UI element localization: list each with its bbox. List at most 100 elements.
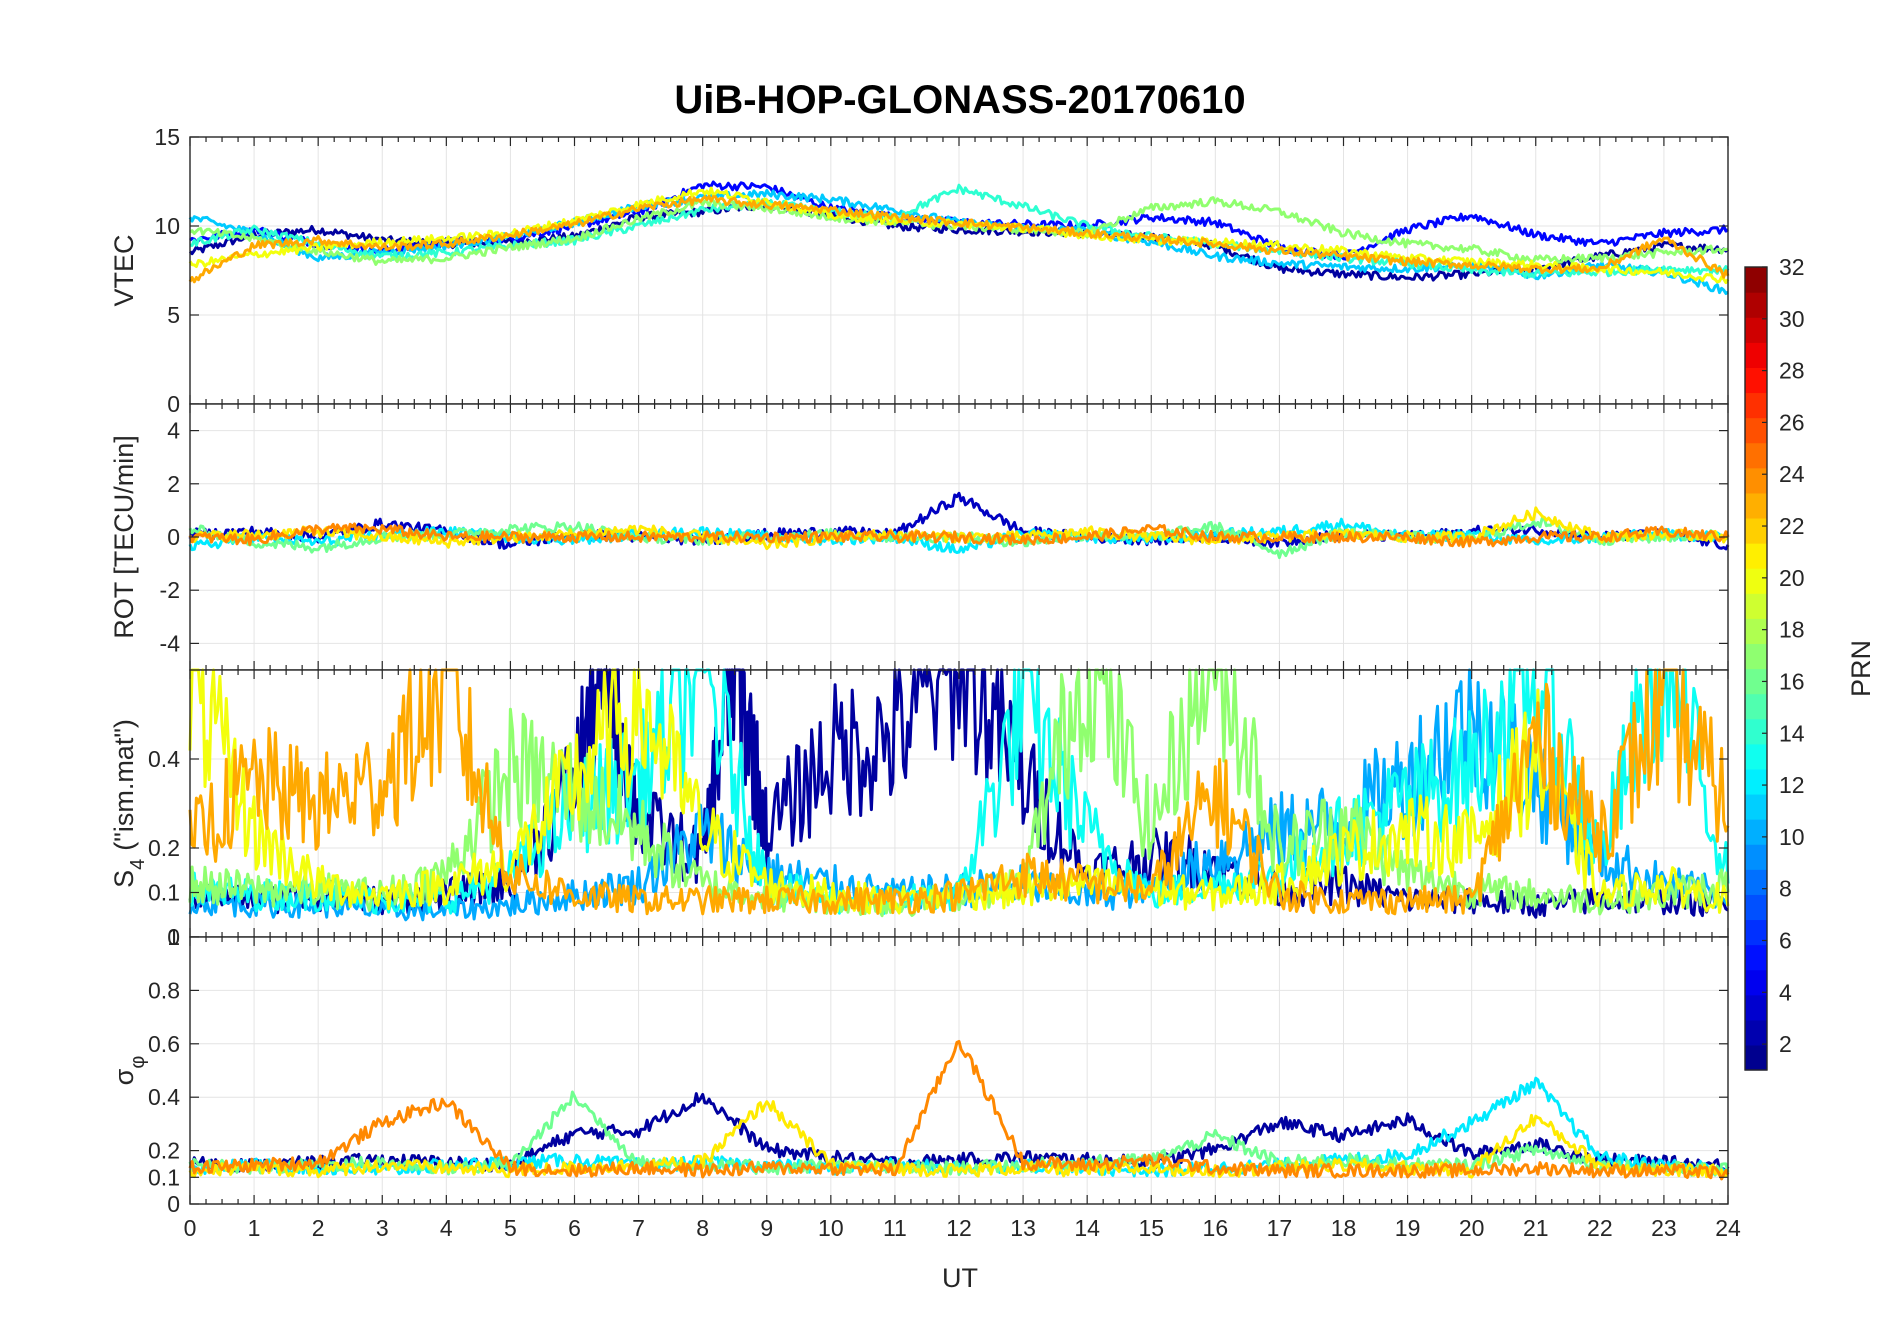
- colorbar-band: [1745, 467, 1767, 494]
- series-line-prn-17: [188, 668, 1730, 918]
- x-tick-label: 4: [440, 1215, 453, 1241]
- y-axis-label: ROT [TECU/min]: [109, 435, 139, 639]
- series-line-prn-23: [188, 194, 1730, 284]
- y-tick-label: 10: [154, 213, 180, 239]
- y-tick-label: 0.2: [148, 1138, 180, 1164]
- x-tick-label: 11: [883, 1215, 907, 1241]
- colorbar-tick-label: 4: [1779, 979, 1792, 1005]
- y-tick-label: 1: [167, 924, 180, 950]
- chart-title: UiB-HOP-GLONASS-20170610: [674, 78, 1245, 122]
- series-line-prn-13: [189, 668, 1730, 915]
- x-tick-label: 18: [1331, 1215, 1357, 1241]
- x-tick-label: 9: [760, 1215, 773, 1241]
- y-tick-label: 15: [154, 124, 180, 150]
- colorbar-band: [1745, 342, 1767, 368]
- colorbar-band: [1745, 844, 1767, 870]
- colorbar-band: [1745, 894, 1767, 921]
- y-axis-label-sub: φ: [127, 1056, 149, 1069]
- colorbar-band: [1745, 1019, 1767, 1046]
- y-axis-label-main: σ: [109, 1068, 139, 1085]
- y-tick-label: 0.1: [148, 1164, 180, 1190]
- axis-ticks: [189, 670, 1729, 938]
- series-group: [188, 491, 1730, 560]
- series-line-prn-24: [188, 1039, 1730, 1181]
- colorbar-band: [1745, 618, 1767, 645]
- x-tick-label: 5: [504, 1215, 517, 1241]
- colorbar-tick-label: 12: [1779, 772, 1805, 798]
- colorbar-band: [1745, 367, 1767, 394]
- s4-panel: 0 0.1 0.2 0.4 S4 ("ism.mat"): [109, 668, 1730, 950]
- colorbar-band: [1745, 593, 1767, 619]
- rot-panel: -4 -2 0 2 4 ROT [TECU/min]: [109, 403, 1730, 671]
- colorbar-band: [1745, 793, 1767, 820]
- colorbar-frame: [1744, 266, 1768, 1071]
- x-tick-label: 19: [1395, 1215, 1421, 1241]
- y-tick-label: 0.8: [148, 977, 180, 1003]
- series-line-prn-20: [188, 668, 1730, 915]
- colorbar-band: [1745, 317, 1767, 343]
- colorbar-band: [1745, 693, 1767, 720]
- x-tick-label: 17: [1267, 1215, 1293, 1241]
- colorbar-band: [1745, 392, 1767, 419]
- y-axis-label-rest: ("ism.mat"): [109, 719, 139, 851]
- y-axis-label-main: S: [109, 870, 139, 888]
- x-tick-label: 15: [1138, 1215, 1164, 1241]
- colorbar-band: [1745, 944, 1767, 971]
- x-tick-label: 20: [1459, 1215, 1485, 1241]
- y-axis-label: VTEC: [109, 234, 139, 306]
- colorbar-band: [1745, 819, 1767, 845]
- series-line-prn-21: [188, 1100, 1730, 1179]
- x-tick-label: 1: [248, 1215, 261, 1241]
- colorbar-band: [1745, 668, 1767, 695]
- colorbar-band: [1745, 1044, 1767, 1071]
- colorbar-band: [1745, 517, 1767, 544]
- x-tick-label: 0: [184, 1215, 197, 1241]
- colorbar-tick-label: 28: [1779, 358, 1805, 384]
- colorbar-band: [1745, 417, 1767, 444]
- y-tick-label: 5: [167, 302, 180, 328]
- y-tick-label: -4: [160, 630, 181, 656]
- colorbar-tick-label: 26: [1779, 409, 1805, 435]
- y-tick-label: -2: [160, 577, 180, 603]
- y-tick-label: 0.1: [148, 880, 180, 906]
- colorbar-tick-label: 30: [1779, 306, 1805, 332]
- colorbar-band: [1745, 568, 1767, 594]
- x-tick-label: 8: [696, 1215, 709, 1241]
- colorbar-tick-label: 20: [1779, 565, 1805, 591]
- colorbar-band: [1745, 267, 1767, 293]
- colorbar-label: PRN: [1846, 640, 1876, 697]
- series-line-prn-24: [188, 522, 1730, 549]
- y-tick-label: 0: [167, 1191, 180, 1217]
- colorbar-tick-label: 10: [1779, 824, 1805, 850]
- series-line-prn-20: [188, 186, 1730, 285]
- colorbar-band: [1745, 994, 1767, 1021]
- y-tick-label: 0: [167, 524, 180, 550]
- axis-ticks: [189, 136, 1729, 405]
- x-tick-label: 16: [1203, 1215, 1229, 1241]
- y-tick-label: 2: [167, 471, 180, 497]
- colorbar-tick-label: 6: [1779, 927, 1792, 953]
- colorbar-band: [1745, 643, 1767, 670]
- colorbar-band: [1745, 969, 1767, 996]
- x-tick-label: 12: [946, 1215, 972, 1241]
- colorbar-tick-label: 8: [1779, 876, 1792, 902]
- series-line-prn-14: [189, 183, 1730, 279]
- colorbar-tick-label: 22: [1779, 513, 1805, 539]
- colorbar-band: [1745, 768, 1767, 795]
- series-line-prn-3: [188, 491, 1730, 551]
- colorbar-band: [1745, 543, 1767, 569]
- series-group: [188, 180, 1730, 295]
- colorbar-band: [1745, 743, 1767, 770]
- series-line-prn-16: [188, 1090, 1730, 1177]
- colorbar-tick-label: 32: [1779, 254, 1805, 280]
- x-axis-label: UT: [942, 1263, 978, 1293]
- y-axis-label: σφ: [109, 1056, 149, 1086]
- y-axis-label: S4 ("ism.mat"): [109, 719, 149, 888]
- y-tick-label: 0.6: [148, 1031, 180, 1057]
- series-group: [188, 1039, 1730, 1181]
- vtec-panel: 0 5 10 15 VTEC: [109, 124, 1730, 417]
- colorbar-band: [1745, 442, 1767, 469]
